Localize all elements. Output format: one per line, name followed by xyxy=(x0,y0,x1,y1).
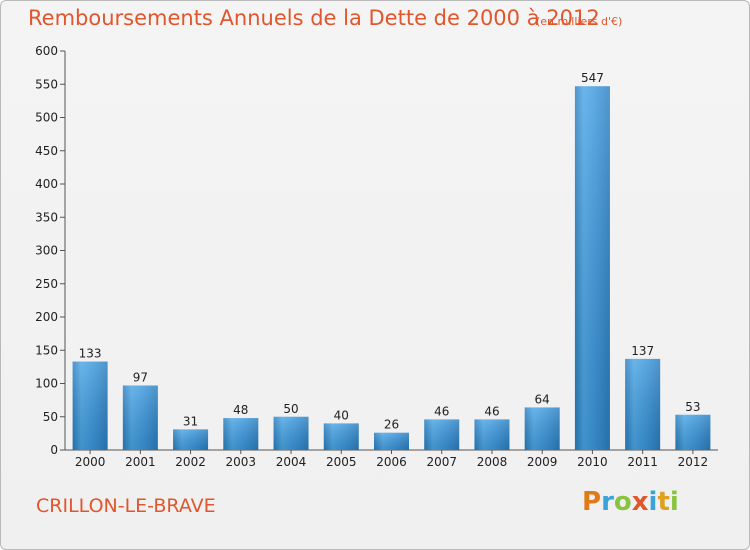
chart-subtitle: (en milliers d'€) xyxy=(536,15,623,28)
bar-shade xyxy=(173,429,209,450)
x-tick-label: 2011 xyxy=(627,455,658,469)
data-label: 133 xyxy=(79,347,102,361)
x-tick-label: 2001 xyxy=(125,455,156,469)
data-label: 547 xyxy=(581,71,604,85)
bar-shade xyxy=(474,419,510,450)
logo-letter: x xyxy=(631,487,649,517)
data-label: 31 xyxy=(183,414,198,428)
bar-shade xyxy=(122,385,158,450)
y-tick-label: 250 xyxy=(35,277,58,291)
logo-letter: P xyxy=(582,487,602,517)
bar-shade xyxy=(625,358,661,450)
data-label: 50 xyxy=(283,402,298,416)
bar-shade xyxy=(72,361,108,450)
x-tick-label: 2010 xyxy=(577,455,608,469)
data-label: 40 xyxy=(334,408,349,422)
bar-shade xyxy=(273,416,309,450)
y-tick-label: 200 xyxy=(35,310,58,324)
y-tick-label: 300 xyxy=(35,244,58,258)
y-tick-label: 150 xyxy=(35,343,58,357)
bar-shade xyxy=(574,86,610,451)
x-tick-label: 2012 xyxy=(678,455,709,469)
y-tick-label: 0 xyxy=(50,443,58,457)
x-tick-label: 2008 xyxy=(477,455,508,469)
y-tick-label: 550 xyxy=(35,77,58,91)
data-label: 97 xyxy=(133,370,148,384)
data-label: 46 xyxy=(434,404,449,418)
x-tick-label: 2000 xyxy=(75,455,106,469)
y-tick-label: 500 xyxy=(35,111,58,125)
logo-letter: i xyxy=(648,487,658,517)
data-label: 64 xyxy=(535,392,550,406)
bars xyxy=(72,86,711,451)
data-label: 26 xyxy=(384,418,399,432)
y-tick-label: 400 xyxy=(35,177,58,191)
proxiti-logo: Proxiti xyxy=(582,487,679,517)
bar-shade xyxy=(424,419,460,450)
bar-shade xyxy=(323,423,359,450)
x-tick-label: 2006 xyxy=(376,455,407,469)
logo-letter: i xyxy=(669,487,679,517)
bar-shade xyxy=(374,432,409,450)
y-tick-label: 600 xyxy=(35,44,58,58)
chart-title: Remboursements Annuels de la Dette de 20… xyxy=(28,6,600,30)
data-label: 48 xyxy=(233,403,248,417)
bar-shade xyxy=(675,414,711,450)
x-tick-label: 2005 xyxy=(326,455,357,469)
x-tick-label: 2003 xyxy=(226,455,257,469)
x-tick-label: 2004 xyxy=(276,455,307,469)
data-label: 53 xyxy=(685,400,700,414)
logo-letter: r xyxy=(601,487,614,517)
data-label: 137 xyxy=(631,344,654,358)
y-tick-label: 100 xyxy=(35,377,58,391)
bar-shade xyxy=(524,407,560,450)
logo-letter: t xyxy=(657,487,670,517)
x-tick-label: 2007 xyxy=(426,455,457,469)
y-tick-label: 350 xyxy=(35,210,58,224)
x-tick-label: 2009 xyxy=(527,455,558,469)
x-tick-label: 2002 xyxy=(175,455,206,469)
data-labels: 133 97 31 48 50 40 26 46 46 64 547 137 53 xyxy=(79,71,701,431)
bar-shade xyxy=(223,418,259,450)
data-label: 46 xyxy=(484,404,499,418)
y-tick-label: 50 xyxy=(43,410,58,424)
y-tick-label: 450 xyxy=(35,144,58,158)
logo-letter: o xyxy=(613,487,632,517)
commune-name: CRILLON-LE-BRAVE xyxy=(36,495,216,517)
